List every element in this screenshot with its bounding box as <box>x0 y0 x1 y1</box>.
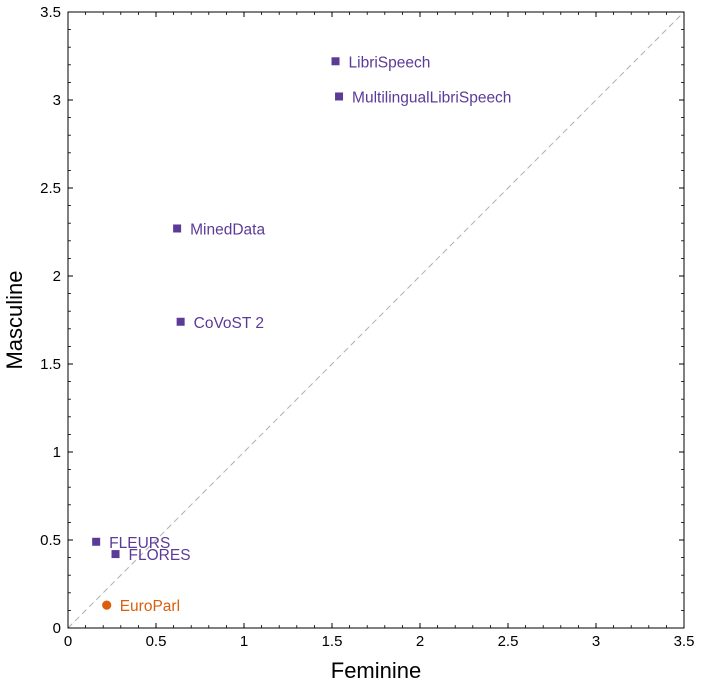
point-librispeech <box>331 57 340 66</box>
y-axis-tick-labels: 0 0.5 1 1.5 2 2.5 3 3.5 <box>40 4 61 637</box>
y-tick-label: 2 <box>53 268 61 285</box>
plot-frame <box>67 11 685 629</box>
point-multilinguallibrispeech <box>335 92 344 101</box>
y-tick-label: 1.5 <box>40 356 61 373</box>
point-europarl <box>102 600 112 610</box>
x-tick-label: 0 <box>64 633 72 650</box>
y-tick-label: 2.5 <box>40 180 61 197</box>
x-axis-title: Feminine <box>331 658 421 683</box>
x-tick-label: 2 <box>416 633 424 650</box>
label-covost-2: CoVoST 2 <box>194 315 264 332</box>
y-tick-label: 0.5 <box>40 532 61 549</box>
point-covost-2 <box>176 317 185 326</box>
x-tick-label: 2.5 <box>498 633 519 650</box>
data-point-labels: LibriSpeech MultilingualLibriSpeech MinedD… <box>109 54 511 615</box>
label-europarl: EuroParl <box>120 598 180 615</box>
point-mineddata <box>173 224 182 233</box>
label-multilinguallibrispeech: MultilingualLibriSpeech <box>352 89 511 106</box>
point-flores <box>111 550 120 559</box>
x-tick-label: 3.5 <box>674 633 695 650</box>
y-tick-label: 0 <box>53 620 61 637</box>
y-tick-label: 1 <box>53 444 61 461</box>
label-flores: FLORES <box>129 547 191 564</box>
y-tick-label: 3 <box>53 92 61 109</box>
label-librispeech: LibriSpeech <box>349 54 431 71</box>
x-tick-label: 3 <box>592 633 600 650</box>
data-points <box>92 57 344 610</box>
x-tick-label: 0.5 <box>146 633 167 650</box>
x-tick-label: 1.5 <box>322 633 343 650</box>
point-fleurs <box>92 537 101 546</box>
label-fleurs: FLEURS <box>109 535 170 552</box>
y-axis-title: Masculine <box>2 270 27 369</box>
x-axis-tick-labels: 0 0.5 1 1.5 2 2.5 3 3.5 <box>64 633 695 650</box>
x-tick-label: 1 <box>240 633 248 650</box>
diagonal-reference-line <box>67 11 685 629</box>
label-mineddata: MinedData <box>190 221 265 238</box>
y-tick-label: 3.5 <box>40 4 61 21</box>
